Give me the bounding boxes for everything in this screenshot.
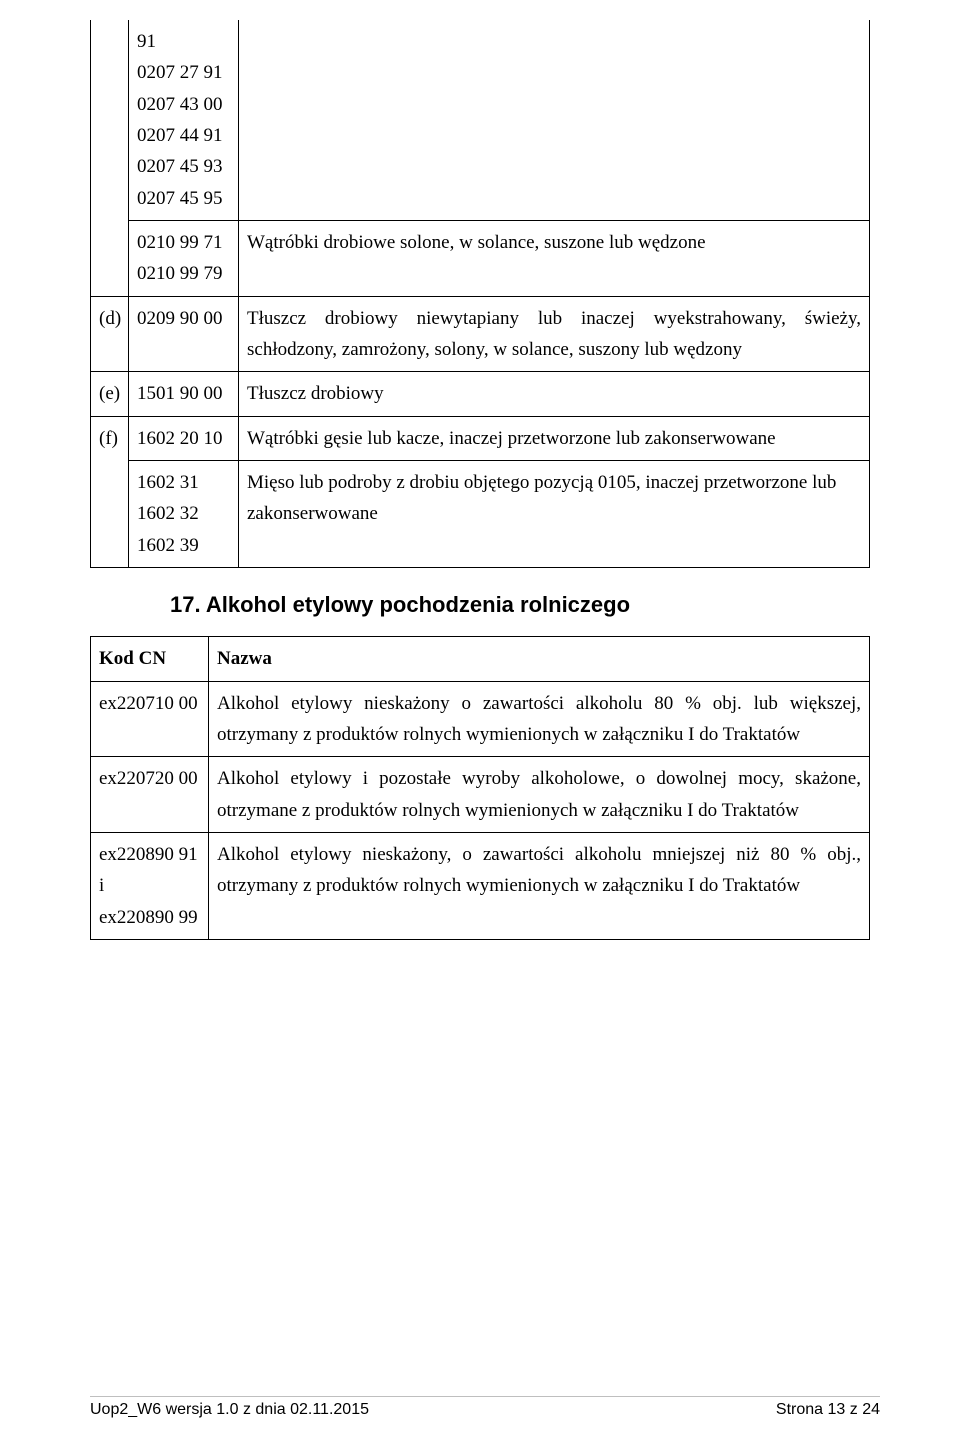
cell-head-cn: Kod CN (91, 637, 209, 681)
cell-codes-f2: 1602 31 1602 32 1602 39 (129, 461, 239, 568)
table-row: 91 0207 27 91 0207 43 00 0207 44 91 0207… (91, 20, 870, 221)
footer-right: Strona 13 z 24 (776, 1401, 880, 1419)
code-value: 91 (137, 26, 230, 57)
cell-codes-continuation: 91 0207 27 91 0207 43 00 0207 44 91 0207… (129, 20, 239, 221)
code-value: ex220890 91 (99, 839, 200, 870)
table-row: ex220890 91 i ex220890 99 Alkohol etylow… (91, 832, 870, 939)
footer-left: Uop2_W6 wersja 1.0 z dnia 02.11.2015 (90, 1401, 369, 1419)
table-row: (d) 0209 90 00 Tłuszcz drobiowy niewytap… (91, 296, 870, 372)
cell-head-name: Nazwa (209, 637, 870, 681)
cell-letter-f: (f) (91, 416, 129, 460)
code-value: 0207 43 00 (137, 89, 230, 120)
cell-cn-2: ex220720 00 (91, 757, 209, 833)
table-row: (f) 1602 20 10 Wątróbki gęsie lub kacze,… (91, 416, 870, 460)
code-value: 1602 31 (137, 467, 230, 498)
code-value: ex220890 99 (99, 902, 200, 933)
cell-code-e: 1501 90 00 (129, 372, 239, 416)
cell-desc-2: Alkohol etylowy i pozostałe wyroby alkoh… (209, 757, 870, 833)
table-row: ex220720 00 Alkohol etylowy i pozostałe … (91, 757, 870, 833)
cell-letter-d: (d) (91, 296, 129, 372)
code-value: i (99, 870, 200, 901)
cell-desc-e: Tłuszcz drobiowy (239, 372, 870, 416)
table-row: (e) 1501 90 00 Tłuszcz drobiowy (91, 372, 870, 416)
code-value: 0210 99 71 (137, 227, 230, 258)
code-value: 0210 99 79 (137, 258, 230, 289)
cell-codes-0210: 0210 99 71 0210 99 79 (129, 221, 239, 297)
table-row: ex220710 00 Alkohol etylowy nieskażony o… (91, 681, 870, 757)
code-value: 0207 27 91 (137, 57, 230, 88)
table-1: 91 0207 27 91 0207 43 00 0207 44 91 0207… (90, 20, 870, 568)
cell-desc-0210: Wątróbki drobiowe solone, w solance, sus… (239, 221, 870, 297)
cell-desc-3: Alkohol etylowy nieskażony, o zawartości… (209, 832, 870, 939)
cell-desc-1: Alkohol etylowy nieskażony o zawartości … (209, 681, 870, 757)
table-row: 1602 31 1602 32 1602 39 Mięso lub podrob… (91, 461, 870, 568)
head-cn-text: Kod CN (99, 648, 166, 669)
cell-desc-d: Tłuszcz drobiowy niewytapiany lub inacze… (239, 296, 870, 372)
cell-cn-3: ex220890 91 i ex220890 99 (91, 832, 209, 939)
cell-letter-empty (91, 461, 129, 568)
cell-letter-e: (e) (91, 372, 129, 416)
head-name-text: Nazwa (217, 648, 272, 669)
cell-cn-1: ex220710 00 (91, 681, 209, 757)
table-row: Kod CN Nazwa (91, 637, 870, 681)
cell-code-d: 0209 90 00 (129, 296, 239, 372)
cell-code-f1: 1602 20 10 (129, 416, 239, 460)
cell-letter-empty (91, 20, 129, 221)
page-footer: Uop2_W6 wersja 1.0 z dnia 02.11.2015 Str… (90, 1396, 880, 1419)
cell-desc-empty (239, 20, 870, 221)
code-value: 0207 45 93 (137, 151, 230, 182)
section-heading-17: 17. Alkohol etylowy pochodzenia rolnicze… (170, 592, 870, 618)
cell-desc-f1: Wątróbki gęsie lub kacze, inaczej przetw… (239, 416, 870, 460)
code-value: 0207 44 91 (137, 120, 230, 151)
cell-letter-empty (91, 221, 129, 297)
code-value: 1602 39 (137, 530, 230, 561)
cell-desc-f2: Mięso lub podroby z drobiu objętego pozy… (239, 461, 870, 568)
table-row: 0210 99 71 0210 99 79 Wątróbki drobiowe … (91, 221, 870, 297)
table-2: Kod CN Nazwa ex220710 00 Alkohol etylowy… (90, 636, 870, 940)
code-value: 0207 45 95 (137, 183, 230, 214)
code-value: 1602 32 (137, 498, 230, 529)
